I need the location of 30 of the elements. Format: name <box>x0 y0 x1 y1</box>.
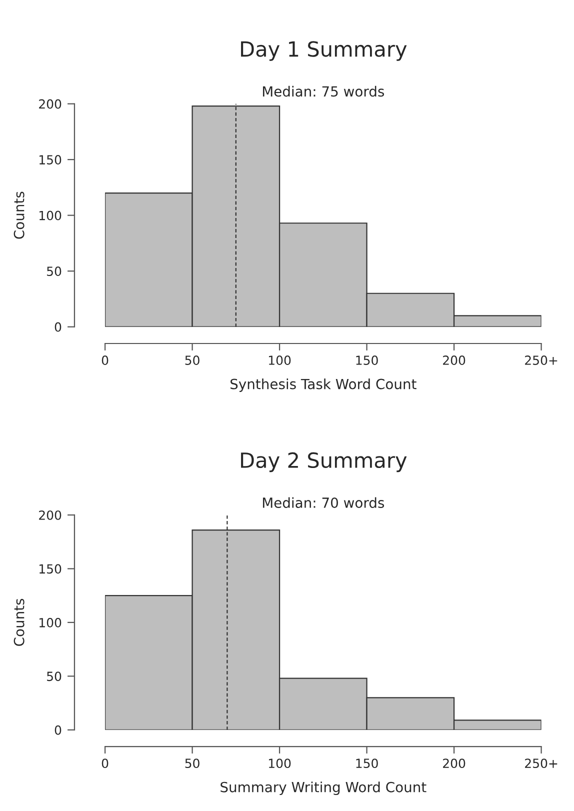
y-axis-title: Counts <box>14 192 24 239</box>
ref-line-label: Median: 75 words <box>262 86 384 97</box>
x-tick-label: 0 <box>102 758 108 768</box>
y-tick-label: 200 <box>39 510 62 520</box>
chart-title: Day 1 Summary <box>241 41 407 61</box>
x-tick-label: 50 <box>185 758 200 768</box>
y-tick-label: 100 <box>40 210 62 220</box>
x-tick-label: 200 <box>443 758 466 768</box>
chart-title: Day 2 Summary <box>241 452 407 472</box>
x-tick-label: 0 <box>102 356 108 365</box>
x-tick-label: 200 <box>443 356 466 365</box>
x-axis-title: Summary Writing Word Count <box>220 782 426 796</box>
ref-line-label: Median: 70 words <box>262 497 384 508</box>
x-tick-label: 50 <box>185 356 200 365</box>
x-axis-title: Synthesis Task Word Count <box>230 378 416 392</box>
y-tick-label: 150 <box>40 564 62 574</box>
y-axis-title: Counts <box>14 598 24 646</box>
x-tick-label: 100 <box>268 356 291 365</box>
y-tick-label: 0 <box>54 725 62 735</box>
x-tick-label: 150 <box>356 356 378 365</box>
y-tick-label: 50 <box>47 266 62 276</box>
y-tick-label: 150 <box>40 155 62 164</box>
y-tick-label: 50 <box>47 672 62 682</box>
y-tick-label: 0 <box>54 322 62 332</box>
x-tick-label: 250+ <box>525 758 558 768</box>
x-tick-label: 100 <box>268 758 291 768</box>
x-tick-label: 150 <box>356 758 378 768</box>
x-tick-label: 250+ <box>525 356 558 365</box>
y-tick-label: 200 <box>39 99 62 109</box>
y-tick-label: 100 <box>40 618 62 628</box>
